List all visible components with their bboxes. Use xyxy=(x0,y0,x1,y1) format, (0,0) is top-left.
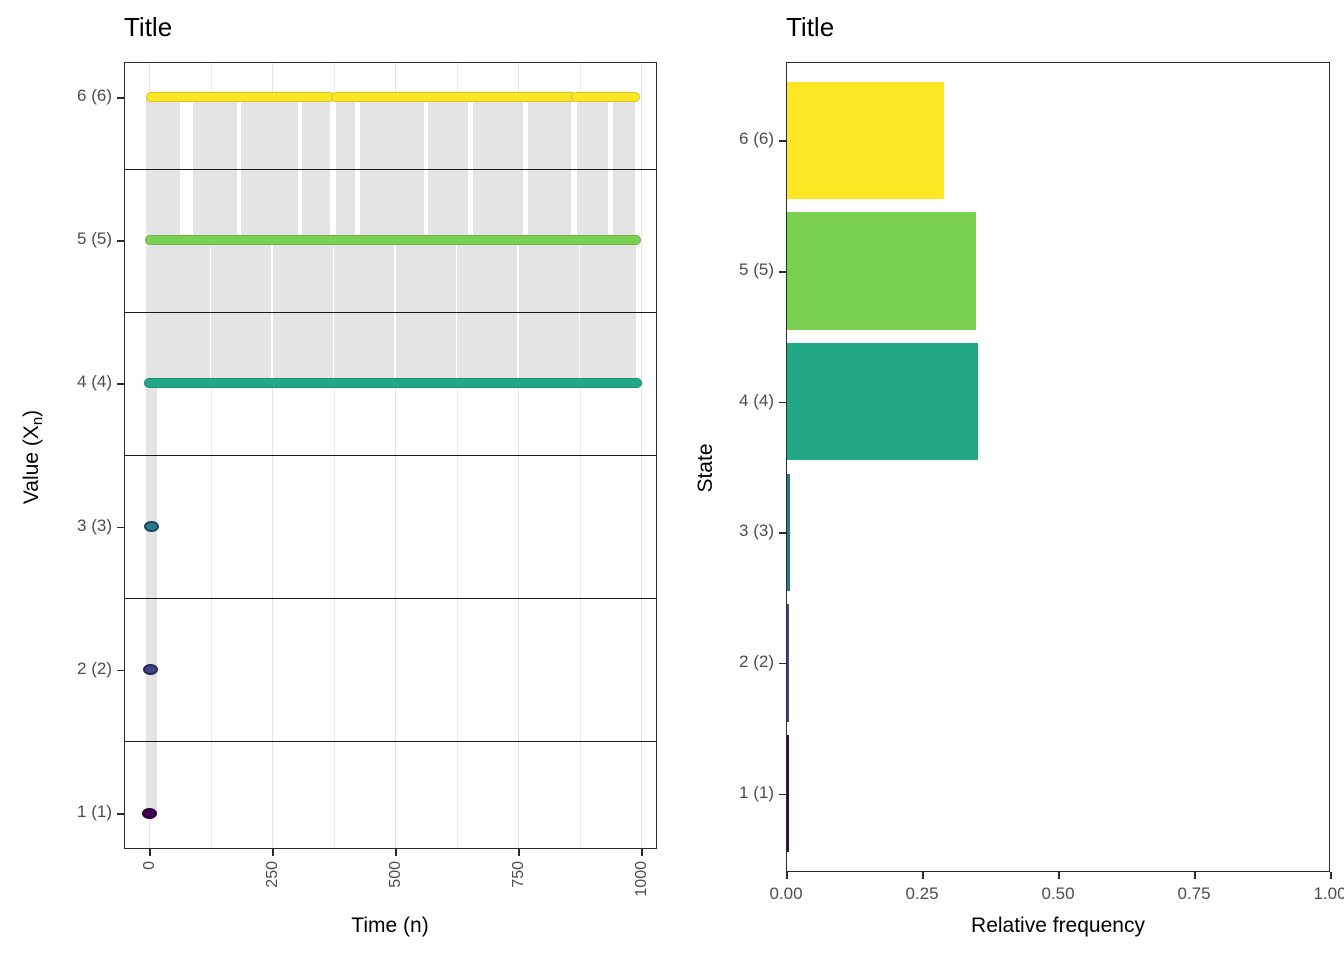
y-axis-title-main: Value (X xyxy=(20,425,43,505)
x-tick-label: 1.00 xyxy=(1313,884,1344,903)
x-tick-mark xyxy=(395,849,397,856)
right-chart-title: Title xyxy=(786,12,835,42)
left-y-axis-title: Value (Xn) xyxy=(20,357,46,557)
y-tick-label: 5 (5) xyxy=(739,260,774,280)
state-separator-line xyxy=(125,168,656,170)
x-tick-label: 250 xyxy=(263,861,281,888)
y-tick-mark xyxy=(779,140,786,142)
y-tick-label: 4 (4) xyxy=(739,390,774,410)
trace-band-gap xyxy=(608,99,613,241)
bar-55 xyxy=(787,212,977,330)
y-tick-mark xyxy=(117,383,124,385)
trace-band-gap xyxy=(467,99,473,241)
bar-44 xyxy=(787,342,978,461)
y-tick-label: 4 (4) xyxy=(77,372,112,392)
bar-11 xyxy=(787,734,789,853)
x-tick-label: 0.25 xyxy=(905,884,939,903)
x-tick-label: 1000 xyxy=(632,861,650,897)
y-tick-mark xyxy=(779,271,786,273)
trace-band-gap xyxy=(423,99,429,241)
y-tick-mark xyxy=(117,669,124,672)
x-tick-mark xyxy=(922,872,924,879)
dot-row-state-6 xyxy=(571,92,641,102)
trace-band-gap xyxy=(298,99,303,241)
y-tick-mark xyxy=(779,401,786,404)
x-tick-mark xyxy=(149,849,151,856)
x-tick-mark xyxy=(1058,872,1060,879)
x-tick-label: 500 xyxy=(386,861,404,888)
y-tick-label: 1 (1) xyxy=(739,782,774,802)
y-tick-label: 6 (6) xyxy=(739,129,774,149)
left-x-axis-title: Time (n) xyxy=(351,914,429,937)
y-tick-mark xyxy=(117,240,124,242)
dot-row-state-4 xyxy=(144,378,643,389)
right-x-axis-title: Relative frequency xyxy=(971,914,1145,937)
data-point-state-2 xyxy=(143,664,159,676)
x-tick-mark xyxy=(641,849,643,856)
dot-row-state-6 xyxy=(330,92,577,102)
trace-band-gap xyxy=(571,99,578,241)
y-tick-label: 3 (3) xyxy=(77,515,112,535)
x-tick-label: 0.00 xyxy=(769,884,803,903)
x-tick-mark xyxy=(1194,872,1196,879)
data-point-state-1 xyxy=(142,807,157,819)
y-tick-label: 6 (6) xyxy=(77,86,112,105)
trace-band-gap xyxy=(179,99,194,241)
y-axis-title-end: ) xyxy=(20,409,43,417)
dot-row-state-6 xyxy=(146,92,336,102)
trace-band-5-6 xyxy=(151,99,636,241)
y-tick-mark xyxy=(779,662,786,665)
x-tick-mark xyxy=(786,872,788,879)
y-tick-label: 2 (2) xyxy=(77,658,112,678)
state-separator-line xyxy=(125,598,656,600)
y-tick-mark xyxy=(779,532,786,534)
x-tick-mark xyxy=(518,849,520,856)
state-separator-line xyxy=(125,455,656,456)
y-tick-label: 3 (3) xyxy=(739,521,774,541)
x-tick-label: 0.50 xyxy=(1041,884,1075,903)
trace-band-gap xyxy=(522,99,529,241)
left-chart-title: Title xyxy=(124,12,173,42)
y-tick-label: 5 (5) xyxy=(77,229,112,249)
x-tick-label: 750 xyxy=(509,861,527,888)
y-axis-title-sub: n xyxy=(29,416,46,426)
y-tick-mark xyxy=(779,793,786,796)
x-tick-label: 0.75 xyxy=(1177,884,1211,903)
y-tick-mark xyxy=(117,813,124,815)
y-tick-mark xyxy=(117,97,124,99)
x-tick-label: 0 xyxy=(140,861,158,870)
data-point-state-3 xyxy=(143,521,159,533)
trace-band-gap xyxy=(354,99,360,241)
bar-66 xyxy=(787,81,945,200)
x-tick-mark xyxy=(1330,872,1332,879)
trace-band-gap xyxy=(330,99,336,241)
y-tick-label: 2 (2) xyxy=(739,651,774,671)
bar-33 xyxy=(787,473,790,592)
x-tick-mark xyxy=(272,849,274,856)
y-tick-mark xyxy=(117,526,124,529)
y-tick-label: 1 (1) xyxy=(77,802,112,821)
dot-row-state-5 xyxy=(145,235,642,246)
state-separator-line xyxy=(125,311,656,313)
state-separator-line xyxy=(125,741,656,743)
trace-band-gap xyxy=(236,99,242,241)
bar-22 xyxy=(787,604,790,722)
